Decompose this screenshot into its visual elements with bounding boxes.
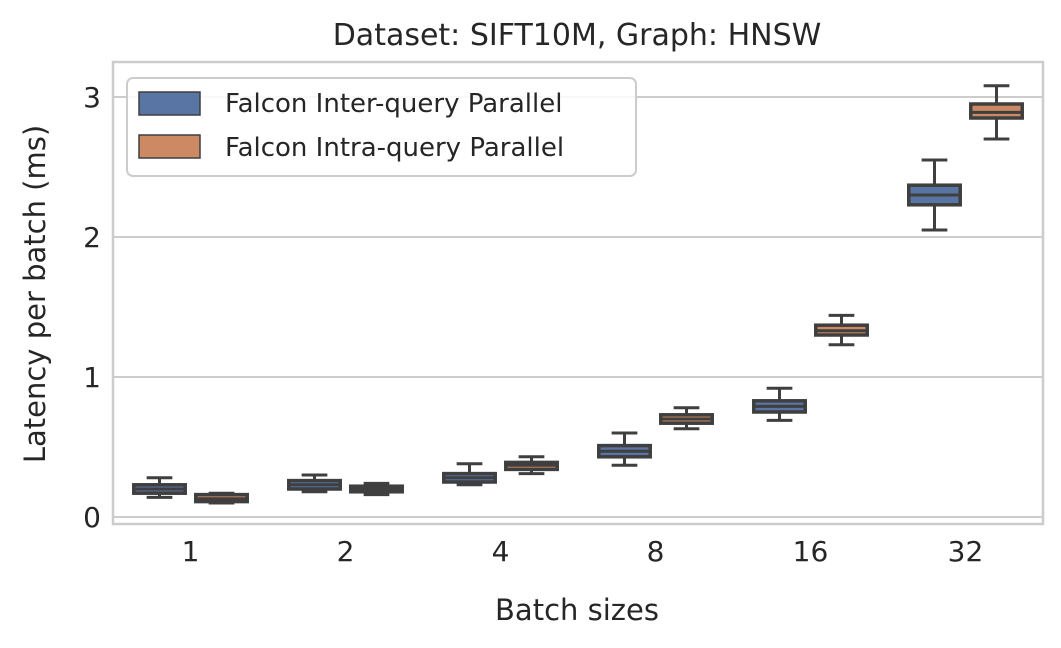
legend-label-inter: Falcon Inter-query Parallel — [225, 89, 562, 119]
y-tick-label: 2 — [83, 221, 101, 254]
x-axis-label: Batch sizes — [495, 593, 659, 627]
legend: Falcon Inter-query Parallel Falcon Intra… — [126, 77, 637, 177]
y-tick-label: 3 — [83, 81, 101, 114]
x-axis-ticks: 1 2 4 8 16 32 — [182, 535, 984, 568]
x-tick-label: 16 — [793, 535, 829, 568]
box-inter-2 — [287, 473, 342, 494]
y-tick-label: 1 — [83, 361, 101, 394]
plot-frame — [111, 60, 1045, 526]
box-intra-16 — [814, 313, 869, 347]
chart-title: Dataset: SIFT10M, Graph: HNSW — [333, 18, 822, 53]
x-tick-label: 4 — [492, 535, 510, 568]
x-tick-label: 32 — [948, 535, 984, 568]
box-intra-4 — [504, 455, 559, 476]
y-tick-label: 0 — [83, 501, 101, 534]
legend-label-intra: Falcon Intra-query Parallel — [225, 133, 564, 163]
legend-swatch-inter — [138, 91, 201, 116]
box-inter-32 — [907, 158, 962, 232]
x-tick-label: 8 — [647, 535, 665, 568]
box-plots — [132, 84, 1024, 505]
legend-swatch-intra — [138, 134, 201, 159]
box-intra-8 — [659, 406, 714, 431]
box-intra-2 — [349, 481, 404, 497]
x-tick-label: 1 — [182, 535, 200, 568]
box-inter-1 — [132, 476, 187, 499]
box-inter-4 — [442, 462, 497, 487]
legend-box — [126, 77, 637, 177]
x-tick-label: 2 — [337, 535, 355, 568]
box-inter-8 — [597, 431, 652, 467]
y-axis-label: Latency per batch (ms) — [18, 125, 52, 463]
box-intra-32 — [969, 84, 1024, 141]
y-axis-ticks: 0 1 2 3 — [83, 81, 101, 534]
box-intra-1 — [194, 491, 249, 505]
box-inter-16 — [752, 386, 807, 422]
